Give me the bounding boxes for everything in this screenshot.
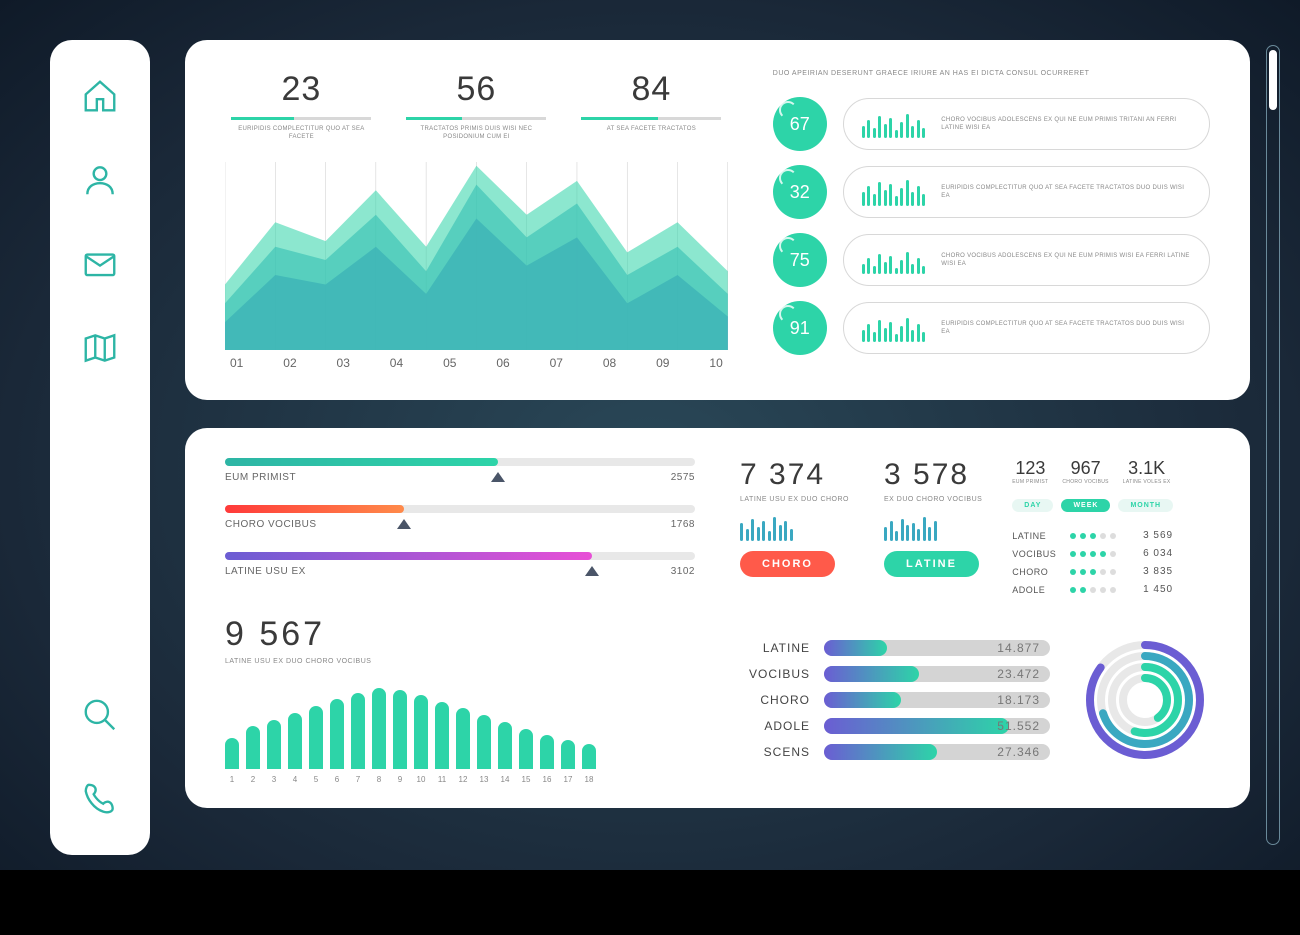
stat-pill: CHORO VOCIBUS ADOLESCENS EX QUI NE EUM P… — [843, 234, 1210, 286]
scrollbar-thumb[interactable] — [1269, 50, 1277, 110]
slider-value: 1768 — [671, 519, 695, 530]
kpi-label: TRACTATOS PRIMIS DUIS WISI NEC POSIDONIU… — [406, 126, 546, 142]
stat-text: CHORO VOCIBUS ADOLESCENS EX QUI NE EUM P… — [941, 252, 1191, 269]
stat-badge[interactable]: 91 — [773, 301, 827, 355]
slider-label: LATINE USU EX — [225, 566, 306, 577]
stat-row-0: 67 CHORO VOCIBUS ADOLESCENS EX QUI NE EU… — [773, 97, 1210, 151]
stat-row-2: 75 CHORO VOCIBUS ADOLESCENS EX QUI NE EU… — [773, 233, 1210, 287]
metric-bars — [884, 513, 982, 541]
metric-value: 7 374 — [740, 458, 849, 492]
dots-row-3: ADOLE1 450 — [1012, 584, 1173, 595]
map-icon[interactable] — [79, 327, 121, 369]
hbar-label: LATINE — [740, 641, 810, 655]
mail-icon[interactable] — [79, 243, 121, 285]
big-label: LATINE USU EX DUO CHORO VOCIBUS — [225, 658, 695, 665]
stat-text: EURIPIDIS COMPLECTITUR QUO AT SEA FACETE… — [941, 184, 1191, 201]
home-icon[interactable] — [79, 75, 121, 117]
stat-text: EURIPIDIS COMPLECTITUR QUO AT SEA FACETE… — [941, 320, 1191, 337]
kpi-0: 23 EURIPIDIS COMPLECTITUR QUO AT SEA FAC… — [231, 70, 371, 142]
slider-0[interactable]: EUM PRIMIST 2575 — [225, 458, 695, 483]
kpi-label: EURIPIDIS COMPLECTITUR QUO AT SEA FACETE — [231, 126, 371, 142]
bottom-panel: EUM PRIMIST 2575 CHORO VOCIBUS 1768 LATINE… — [185, 428, 1250, 808]
metric-button[interactable]: LATINE — [884, 551, 979, 577]
metrics-section: 7 374 LATINE USU EX DUO CHORO CHORO 3 57… — [740, 458, 1210, 595]
stat-row-1: 32 EURIPIDIS COMPLECTITUR QUO AT SEA FAC… — [773, 165, 1210, 219]
tab-pill-week[interactable]: WEEK — [1061, 499, 1110, 512]
hbar-value: 18.173 — [997, 692, 1040, 708]
hbar-value: 14.877 — [997, 640, 1040, 656]
big-value: 9 567 — [225, 615, 695, 654]
dots-row-0: LATINE3 569 — [1012, 530, 1173, 541]
kpi-1: 56 TRACTATOS PRIMIS DUIS WISI NEC POSIDO… — [406, 70, 546, 142]
sidebar — [50, 40, 150, 855]
stat-badge[interactable]: 67 — [773, 97, 827, 151]
dots-row-1: VOCIBUS6 034 — [1012, 548, 1173, 559]
donut-chart — [1080, 635, 1210, 765]
kpi-label: AT SEA FACETE TRACTATOS — [581, 126, 721, 134]
tab-stat-1: 967CHORO VOCIBUS — [1062, 458, 1108, 485]
hbar-label: CHORO — [740, 693, 810, 707]
slider-value: 2575 — [671, 472, 695, 483]
hbar-2: CHORO 18.173 — [740, 692, 1050, 708]
hbar-label: ADOLE — [740, 719, 810, 733]
phone-icon[interactable] — [79, 778, 121, 820]
hbar-3: ADOLE 51.552 — [740, 718, 1050, 734]
hbar-label: VOCIBUS — [740, 667, 810, 681]
hbar-0: LATINE 14.877 — [740, 640, 1050, 656]
stat-row-3: 91 EURIPIDIS COMPLECTITUR QUO AT SEA FAC… — [773, 301, 1210, 355]
slider-2[interactable]: LATINE USU EX 3102 — [225, 552, 695, 577]
scrollbar[interactable] — [1266, 45, 1280, 845]
metric-bars — [740, 513, 849, 541]
hbar-value: 51.552 — [997, 718, 1040, 734]
tab-pill-month[interactable]: MONTH — [1118, 499, 1173, 512]
metric-1: 3 578 EX DUO CHORO VOCIBUS LATINE — [884, 458, 982, 595]
sparkline — [862, 110, 926, 138]
hbar-value: 23.472 — [997, 666, 1040, 682]
sparkline — [862, 314, 926, 342]
metric-value: 3 578 — [884, 458, 982, 492]
kpi-2: 84 AT SEA FACETE TRACTATOS — [581, 70, 721, 142]
stat-pill: CHORO VOCIBUS ADOLESCENS EX QUI NE EUM P… — [843, 98, 1210, 150]
kpi-value: 56 — [406, 70, 546, 109]
sparkline — [862, 178, 926, 206]
stat-badge[interactable]: 75 — [773, 233, 827, 287]
slider-value: 3102 — [671, 566, 695, 577]
stat-pill: EURIPIDIS COMPLECTITUR QUO AT SEA FACETE… — [843, 166, 1210, 218]
metric-0: 7 374 LATINE USU EX DUO CHORO CHORO — [740, 458, 849, 595]
metric-button[interactable]: CHORO — [740, 551, 835, 577]
big-chart-section: 9 567 LATINE USU EX DUO CHORO VOCIBUS 12… — [225, 615, 695, 784]
slider-label: CHORO VOCIBUS — [225, 519, 317, 530]
slider-1[interactable]: CHORO VOCIBUS 1768 — [225, 505, 695, 530]
slider-label: EUM PRIMIST — [225, 472, 296, 483]
kpi-value: 23 — [231, 70, 371, 109]
top-panel: 23 EURIPIDIS COMPLECTITUR QUO AT SEA FAC… — [185, 40, 1250, 400]
stat-badge[interactable]: 32 — [773, 165, 827, 219]
tab-pill-day[interactable]: DAY — [1012, 499, 1053, 512]
metric-label: EX DUO CHORO VOCIBUS — [884, 496, 982, 503]
metric-label: LATINE USU EX DUO CHORO — [740, 496, 849, 503]
area-chart — [225, 162, 728, 350]
kpi-value: 84 — [581, 70, 721, 109]
sparkline — [862, 246, 926, 274]
user-icon[interactable] — [79, 159, 121, 201]
hbar-label: SCENS — [740, 745, 810, 759]
tab-stat-2: 3.1KLATINE VOLES EX — [1123, 458, 1171, 485]
hbars-section: LATINE 14.877 VOCIBUS 23.472 CHORO 18.17… — [740, 615, 1210, 784]
sliders-section: EUM PRIMIST 2575 CHORO VOCIBUS 1768 LATINE… — [225, 458, 695, 595]
hbar-1: VOCIBUS 23.472 — [740, 666, 1050, 682]
tab-stat-0: 123EUM PRIMIST — [1012, 458, 1048, 485]
hbar-value: 27.346 — [997, 744, 1040, 760]
hbar-4: SCENS 27.346 — [740, 744, 1050, 760]
stats-title: DUO APEIRIAN DESERUNT GRAECE IRIURE AN H… — [773, 70, 1210, 77]
dots-row-2: CHORO3 835 — [1012, 566, 1173, 577]
stat-pill: EURIPIDIS COMPLECTITUR QUO AT SEA FACETE… — [843, 302, 1210, 354]
stat-text: CHORO VOCIBUS ADOLESCENS EX QUI NE EUM P… — [941, 116, 1191, 133]
search-icon[interactable] — [79, 694, 121, 736]
